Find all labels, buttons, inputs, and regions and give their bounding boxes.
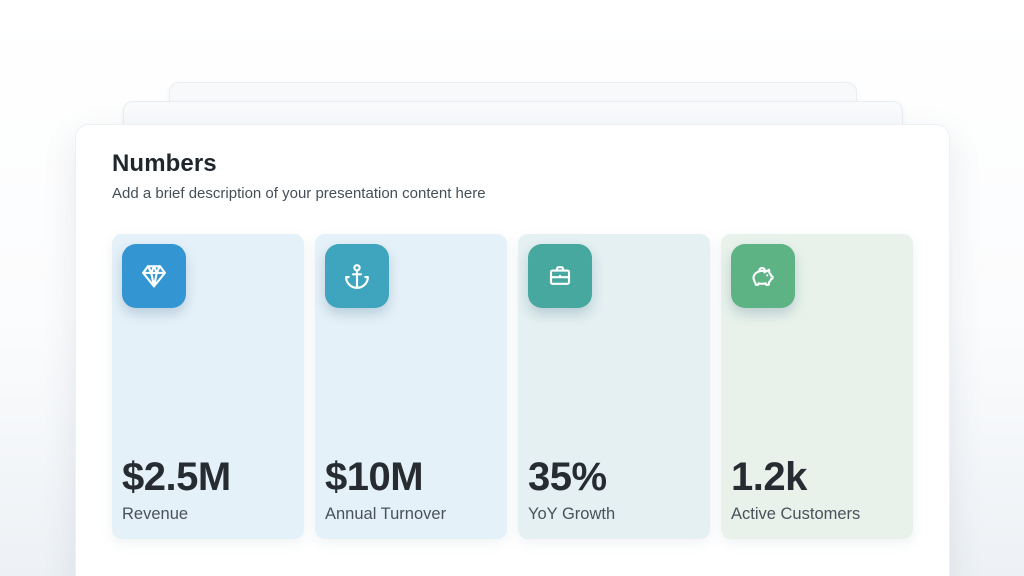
stat-card-revenue: $2.5M Revenue [112,234,304,539]
icon-tile-revenue [122,244,186,308]
slide-header: Numbers Add a brief description of your … [112,150,913,202]
stat-value: 35% [528,455,607,499]
stats-row: $2.5M Revenue $10M Annual Turnover [112,234,913,539]
piggy-bank-icon [752,266,774,286]
slide-title: Numbers [112,150,217,177]
slide-canvas: Numbers Add a brief description of your … [75,124,950,576]
stat-card-active-customers: 1.2k Active Customers [721,234,913,539]
card-spacer [325,308,497,456]
stat-value: $2.5M [122,455,231,499]
stat-value: $10M [325,455,424,499]
icon-tile-active-customers [731,244,795,308]
anchor-icon [345,264,369,289]
card-spacer [731,308,903,456]
stat-value: 1.2k [731,455,807,499]
icon-tile-yoy-growth [528,244,592,308]
stat-label: Active Customers [731,505,861,523]
card-spacer [528,308,700,456]
stat-card-yoy-growth: 35% YoY Growth [518,234,710,539]
icon-tile-annual-turnover [325,244,389,308]
gem-icon [142,265,166,288]
card-spacer [122,308,294,456]
briefcase-icon [549,266,571,285]
stat-label: Annual Turnover [325,505,447,523]
stat-label: YoY Growth [528,505,616,523]
slide-subtitle: Add a brief description of your presenta… [112,185,486,202]
stat-label: Revenue [122,505,189,523]
stat-card-annual-turnover: $10M Annual Turnover [315,234,507,539]
